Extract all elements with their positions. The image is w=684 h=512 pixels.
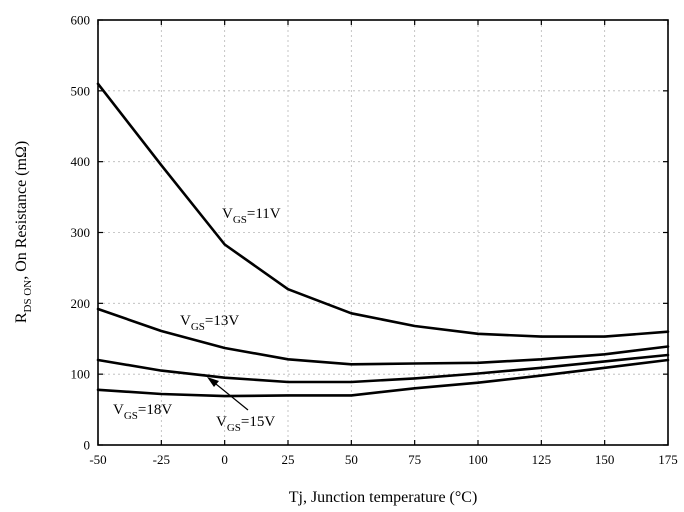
y-tick-label: 400 <box>71 154 91 169</box>
x-tick-label: 150 <box>595 452 615 467</box>
y-tick-label: 100 <box>71 367 91 382</box>
x-tick-label: 0 <box>221 452 228 467</box>
label-vgs-13v: VGS=13V <box>180 313 239 333</box>
y-axis-title: RDS ON, On Resistance (mΩ) <box>13 141 34 323</box>
series-line-1 <box>96 307 670 366</box>
x-tick-label: 75 <box>408 452 421 467</box>
x-tick-label: 50 <box>345 452 358 467</box>
series-line-2 <box>96 353 670 384</box>
annotation-arrow <box>210 379 249 411</box>
annotation-arrowhead <box>207 377 219 387</box>
x-tick-label: -25 <box>153 452 170 467</box>
x-tick-label: 25 <box>282 452 295 467</box>
x-tick-label: 175 <box>658 452 678 467</box>
y-tick-label: 0 <box>84 438 91 453</box>
label-vgs-11v: VGS=11V <box>222 206 281 226</box>
ticks: -50 -25 0 25 50 75 100 125 150 175 0 100 200 300 400 50… <box>71 13 678 468</box>
series-line-3 <box>96 358 670 398</box>
label-vgs-18v: VGS=18V <box>113 402 172 422</box>
y-tick-label: 200 <box>71 296 91 311</box>
label-vgs-15v: VGS=15V <box>216 414 275 434</box>
x-tick-label: 100 <box>468 452 488 467</box>
series-group <box>96 82 670 398</box>
y-tick-label: 300 <box>71 225 91 240</box>
grid <box>98 20 668 445</box>
x-tick-label: -50 <box>89 452 106 467</box>
series-line-0 <box>96 82 670 338</box>
x-axis-title: Tj, Junction temperature (°C) <box>289 489 478 506</box>
y-tick-label: 500 <box>71 83 91 98</box>
x-tick-label: 125 <box>532 452 552 467</box>
y-tick-label: 600 <box>71 13 91 28</box>
